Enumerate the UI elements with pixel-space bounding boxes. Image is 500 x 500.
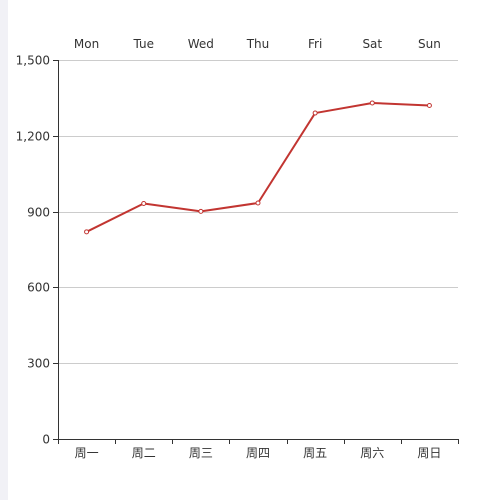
- x-top-labels: Mon Tue Wed Thu Fri Sat Sun: [74, 37, 441, 51]
- y-tick-labels: 0 300 600 900 1,200 1,500: [16, 54, 50, 447]
- x-bottom-tick-label: 周二: [132, 446, 156, 460]
- data-point: [84, 229, 90, 235]
- x-top-tick-label: Wed: [188, 37, 214, 51]
- x-top-tick-label: Tue: [132, 37, 154, 51]
- x-bottom-tick-label: 周日: [417, 446, 441, 460]
- data-point: [369, 100, 375, 106]
- data-point: [198, 208, 204, 214]
- x-bottom-tick-label: 周五: [303, 446, 327, 460]
- series-points: [84, 100, 432, 235]
- x-bottom-tick-label: 周六: [360, 446, 384, 460]
- data-point: [426, 102, 432, 108]
- left-edge-strip: [0, 0, 8, 500]
- data-point: [141, 201, 147, 207]
- x-bottom-tick-label: 周四: [246, 446, 270, 460]
- grid-lines: [58, 60, 458, 364]
- y-tick-label: 300: [27, 357, 50, 371]
- data-point: [255, 200, 261, 206]
- y-tick-label: 0: [42, 433, 50, 447]
- y-tick-label: 600: [27, 281, 50, 295]
- x-top-tick-label: Thu: [246, 37, 270, 51]
- x-bottom-labels: 周一 周二 周三 周四 周五 周六 周日: [75, 446, 442, 460]
- data-point: [312, 110, 318, 116]
- y-tick-label: 900: [27, 206, 50, 220]
- x-top-tick-label: Sat: [362, 37, 382, 51]
- y-tick-label: 1,200: [16, 130, 50, 144]
- x-bottom-tick-label: 周一: [75, 446, 99, 460]
- x-bottom-tick-label: 周三: [189, 446, 213, 460]
- axes: [53, 60, 459, 444]
- y-tick-label: 1,500: [16, 54, 50, 68]
- x-top-tick-label: Sun: [418, 37, 441, 51]
- x-top-tick-label: Fri: [308, 37, 322, 51]
- x-top-tick-label: Mon: [74, 37, 99, 51]
